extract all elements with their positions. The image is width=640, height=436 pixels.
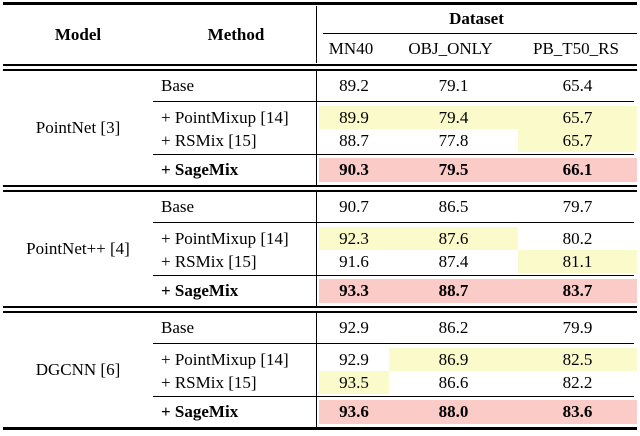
value-cell: 88.7 <box>339 130 369 150</box>
table-row: + RSMix [15] 93.5 86.6 82.2 <box>153 371 637 394</box>
section-pointnetpp: PointNet++ [4] Base 90.7 86.5 79.7 + Poi… <box>3 192 637 306</box>
vertical-divider <box>316 71 318 185</box>
table-row: + PointMixup [14] 92.3 87.6 80.2 <box>153 227 637 250</box>
value-cell: 93.5 <box>319 371 389 394</box>
value-cell: 93.3 <box>319 279 389 303</box>
method-cell: Base <box>161 318 195 337</box>
value-cell: 79.4 <box>389 106 518 129</box>
method-cell: + SageMix <box>161 281 239 300</box>
value-cell: 83.7 <box>518 279 637 303</box>
table-row: + PointMixup [14] 89.9 79.4 65.7 <box>153 106 637 129</box>
method-cell: + PointMixup [14] <box>161 228 289 248</box>
value-cell: 88.0 <box>389 400 518 424</box>
value-cell: 65.7 <box>518 106 637 129</box>
value-cell: 86.9 <box>389 348 518 371</box>
value-cell: 92.9 <box>339 318 369 337</box>
method-cell: + RSMix [15] <box>161 372 257 392</box>
divider-rule <box>153 396 634 397</box>
value-cell: 77.8 <box>438 130 469 150</box>
table-row: + RSMix [15] 88.7 77.8 65.7 <box>153 129 637 152</box>
table-row: Base 92.9 86.2 79.9 <box>153 313 637 343</box>
bottom-rule <box>3 427 637 430</box>
value-cell: 65.4 <box>562 76 593 95</box>
header-model: Model <box>54 24 102 44</box>
method-cell: + RSMix [15] <box>161 251 257 271</box>
table-row: + RSMix [15] 91.6 87.4 81.1 <box>153 250 637 273</box>
value-cell: 81.1 <box>518 250 637 273</box>
vertical-divider <box>316 313 318 427</box>
divider-rule <box>153 222 634 223</box>
top-rule <box>3 2 637 5</box>
vertical-divider <box>316 192 318 306</box>
value-cell: 79.9 <box>562 318 593 337</box>
header-col-obj-only: OBJ_ONLY <box>408 39 493 58</box>
value-cell: 86.5 <box>438 197 469 216</box>
dataset-column-headers: MN40 OBJ_ONLY PB_T50_RS <box>316 34 637 64</box>
header-col-pb-t50-rs: PB_T50_RS <box>533 39 619 58</box>
value-cell: 92.3 <box>319 227 389 250</box>
double-rule <box>3 64 637 71</box>
value-cell: 80.2 <box>562 228 593 248</box>
value-cell: 91.6 <box>339 251 369 271</box>
table-row: Base 89.2 79.1 65.4 <box>153 71 637 101</box>
value-cell: 90.7 <box>339 197 369 216</box>
value-cell: 89.9 <box>319 106 389 129</box>
divider-rule <box>153 101 634 102</box>
method-cell: Base <box>161 197 195 216</box>
header-dataset-group: Dataset <box>449 8 504 28</box>
value-cell: 92.9 <box>339 349 369 369</box>
header-col-mn40: MN40 <box>328 39 374 58</box>
divider-rule <box>153 154 634 155</box>
double-rule <box>3 185 637 192</box>
double-rule <box>3 306 637 313</box>
value-cell: 86.6 <box>438 372 469 392</box>
divider-rule <box>153 275 634 276</box>
method-cell: Base <box>161 76 195 95</box>
value-cell: 90.3 <box>319 158 389 182</box>
table-row: Base 90.7 86.5 79.7 <box>153 192 637 222</box>
value-cell: 89.2 <box>339 76 369 95</box>
model-label: PointNet [3] <box>35 118 121 137</box>
value-cell: 82.2 <box>562 372 593 392</box>
section-pointnet: PointNet [3] Base 89.2 79.1 65.4 + Point… <box>3 71 637 185</box>
section-dgcnn: DGCNN [6] Base 92.9 86.2 79.9 + PointMix… <box>3 313 637 427</box>
method-cell: + RSMix [15] <box>161 130 257 150</box>
header-method: Method <box>207 24 265 44</box>
dataset-underline-rule <box>323 33 637 34</box>
results-table: Model Method Dataset MN40 OBJ_ONLY PB_T5… <box>3 0 637 430</box>
value-cell: 87.6 <box>389 227 518 250</box>
value-cell: 93.6 <box>319 400 389 424</box>
value-cell: 83.6 <box>518 400 637 424</box>
table-row-sagemix: + SageMix 90.3 79.5 66.1 <box>153 155 637 185</box>
value-cell: 86.2 <box>438 318 469 337</box>
value-cell: 66.1 <box>518 158 637 182</box>
table-row-sagemix: + SageMix 93.6 88.0 83.6 <box>153 397 637 427</box>
model-label: DGCNN [6] <box>35 360 121 379</box>
model-label: PointNet++ [4] <box>26 239 130 258</box>
value-cell: 87.4 <box>438 251 469 271</box>
method-cell: + PointMixup [14] <box>161 107 289 127</box>
value-cell: 65.7 <box>518 129 637 152</box>
method-cell: + PointMixup [14] <box>161 349 289 369</box>
table-header: Model Method Dataset MN40 OBJ_ONLY PB_T5… <box>3 5 637 64</box>
table-row-sagemix: + SageMix 93.3 88.7 83.7 <box>153 276 637 306</box>
table-row: + PointMixup [14] 92.9 86.9 82.5 <box>153 348 637 371</box>
value-cell: 82.5 <box>518 348 637 371</box>
divider-rule <box>153 343 634 344</box>
value-cell: 79.7 <box>562 197 593 216</box>
method-cell: + SageMix <box>161 160 239 179</box>
value-cell: 88.7 <box>389 279 518 303</box>
method-cell: + SageMix <box>161 402 239 421</box>
value-cell: 79.1 <box>438 76 469 95</box>
value-cell: 79.5 <box>389 158 518 182</box>
vertical-divider <box>316 6 318 63</box>
